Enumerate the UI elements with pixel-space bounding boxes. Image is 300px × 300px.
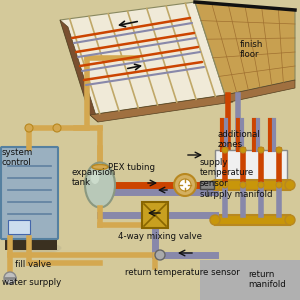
Circle shape xyxy=(285,215,295,225)
FancyBboxPatch shape xyxy=(1,147,58,239)
Bar xyxy=(142,202,168,228)
Circle shape xyxy=(258,147,264,153)
Bar xyxy=(215,150,287,185)
Circle shape xyxy=(210,215,220,225)
Circle shape xyxy=(222,147,228,153)
Circle shape xyxy=(179,179,191,191)
Text: return
manifold: return manifold xyxy=(248,270,286,290)
Circle shape xyxy=(210,180,220,190)
Text: surpply manifold: surpply manifold xyxy=(200,190,272,199)
Circle shape xyxy=(258,182,264,188)
Text: water surpply: water surpply xyxy=(2,278,61,287)
Polygon shape xyxy=(60,20,98,122)
Circle shape xyxy=(53,124,61,132)
Circle shape xyxy=(155,250,165,260)
Ellipse shape xyxy=(7,242,62,254)
Ellipse shape xyxy=(92,164,108,169)
Circle shape xyxy=(174,174,196,196)
Circle shape xyxy=(276,147,282,153)
Text: expansion
tank: expansion tank xyxy=(72,168,116,188)
Bar xyxy=(215,180,290,190)
Text: PEX tubing: PEX tubing xyxy=(108,163,155,172)
Text: additional
zones: additional zones xyxy=(218,130,261,149)
Circle shape xyxy=(240,182,246,188)
Bar xyxy=(215,215,290,225)
Circle shape xyxy=(240,147,246,153)
Bar xyxy=(5,238,57,250)
Bar xyxy=(200,181,214,189)
Text: fill valve: fill valve xyxy=(15,260,51,269)
Ellipse shape xyxy=(85,163,115,208)
Polygon shape xyxy=(60,2,225,115)
Text: 4-way mixing valve: 4-way mixing valve xyxy=(118,232,202,241)
Bar xyxy=(8,220,30,234)
Circle shape xyxy=(25,124,33,132)
Polygon shape xyxy=(195,2,295,95)
Circle shape xyxy=(4,272,16,284)
Text: supply
temperature
sensor: supply temperature sensor xyxy=(200,158,254,188)
Text: finish
floor: finish floor xyxy=(240,40,263,59)
Polygon shape xyxy=(90,95,233,122)
Ellipse shape xyxy=(91,170,100,184)
Circle shape xyxy=(222,182,228,188)
Text: return temperature sensor: return temperature sensor xyxy=(125,268,240,277)
Circle shape xyxy=(285,180,295,190)
Text: system
control: system control xyxy=(2,148,33,167)
Circle shape xyxy=(276,182,282,188)
Bar xyxy=(200,260,300,300)
Polygon shape xyxy=(225,80,295,103)
